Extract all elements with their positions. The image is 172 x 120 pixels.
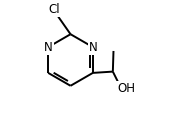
Text: Cl: Cl: [48, 3, 60, 16]
Text: OH: OH: [117, 82, 135, 95]
Text: N: N: [44, 41, 53, 54]
Text: N: N: [88, 41, 97, 54]
